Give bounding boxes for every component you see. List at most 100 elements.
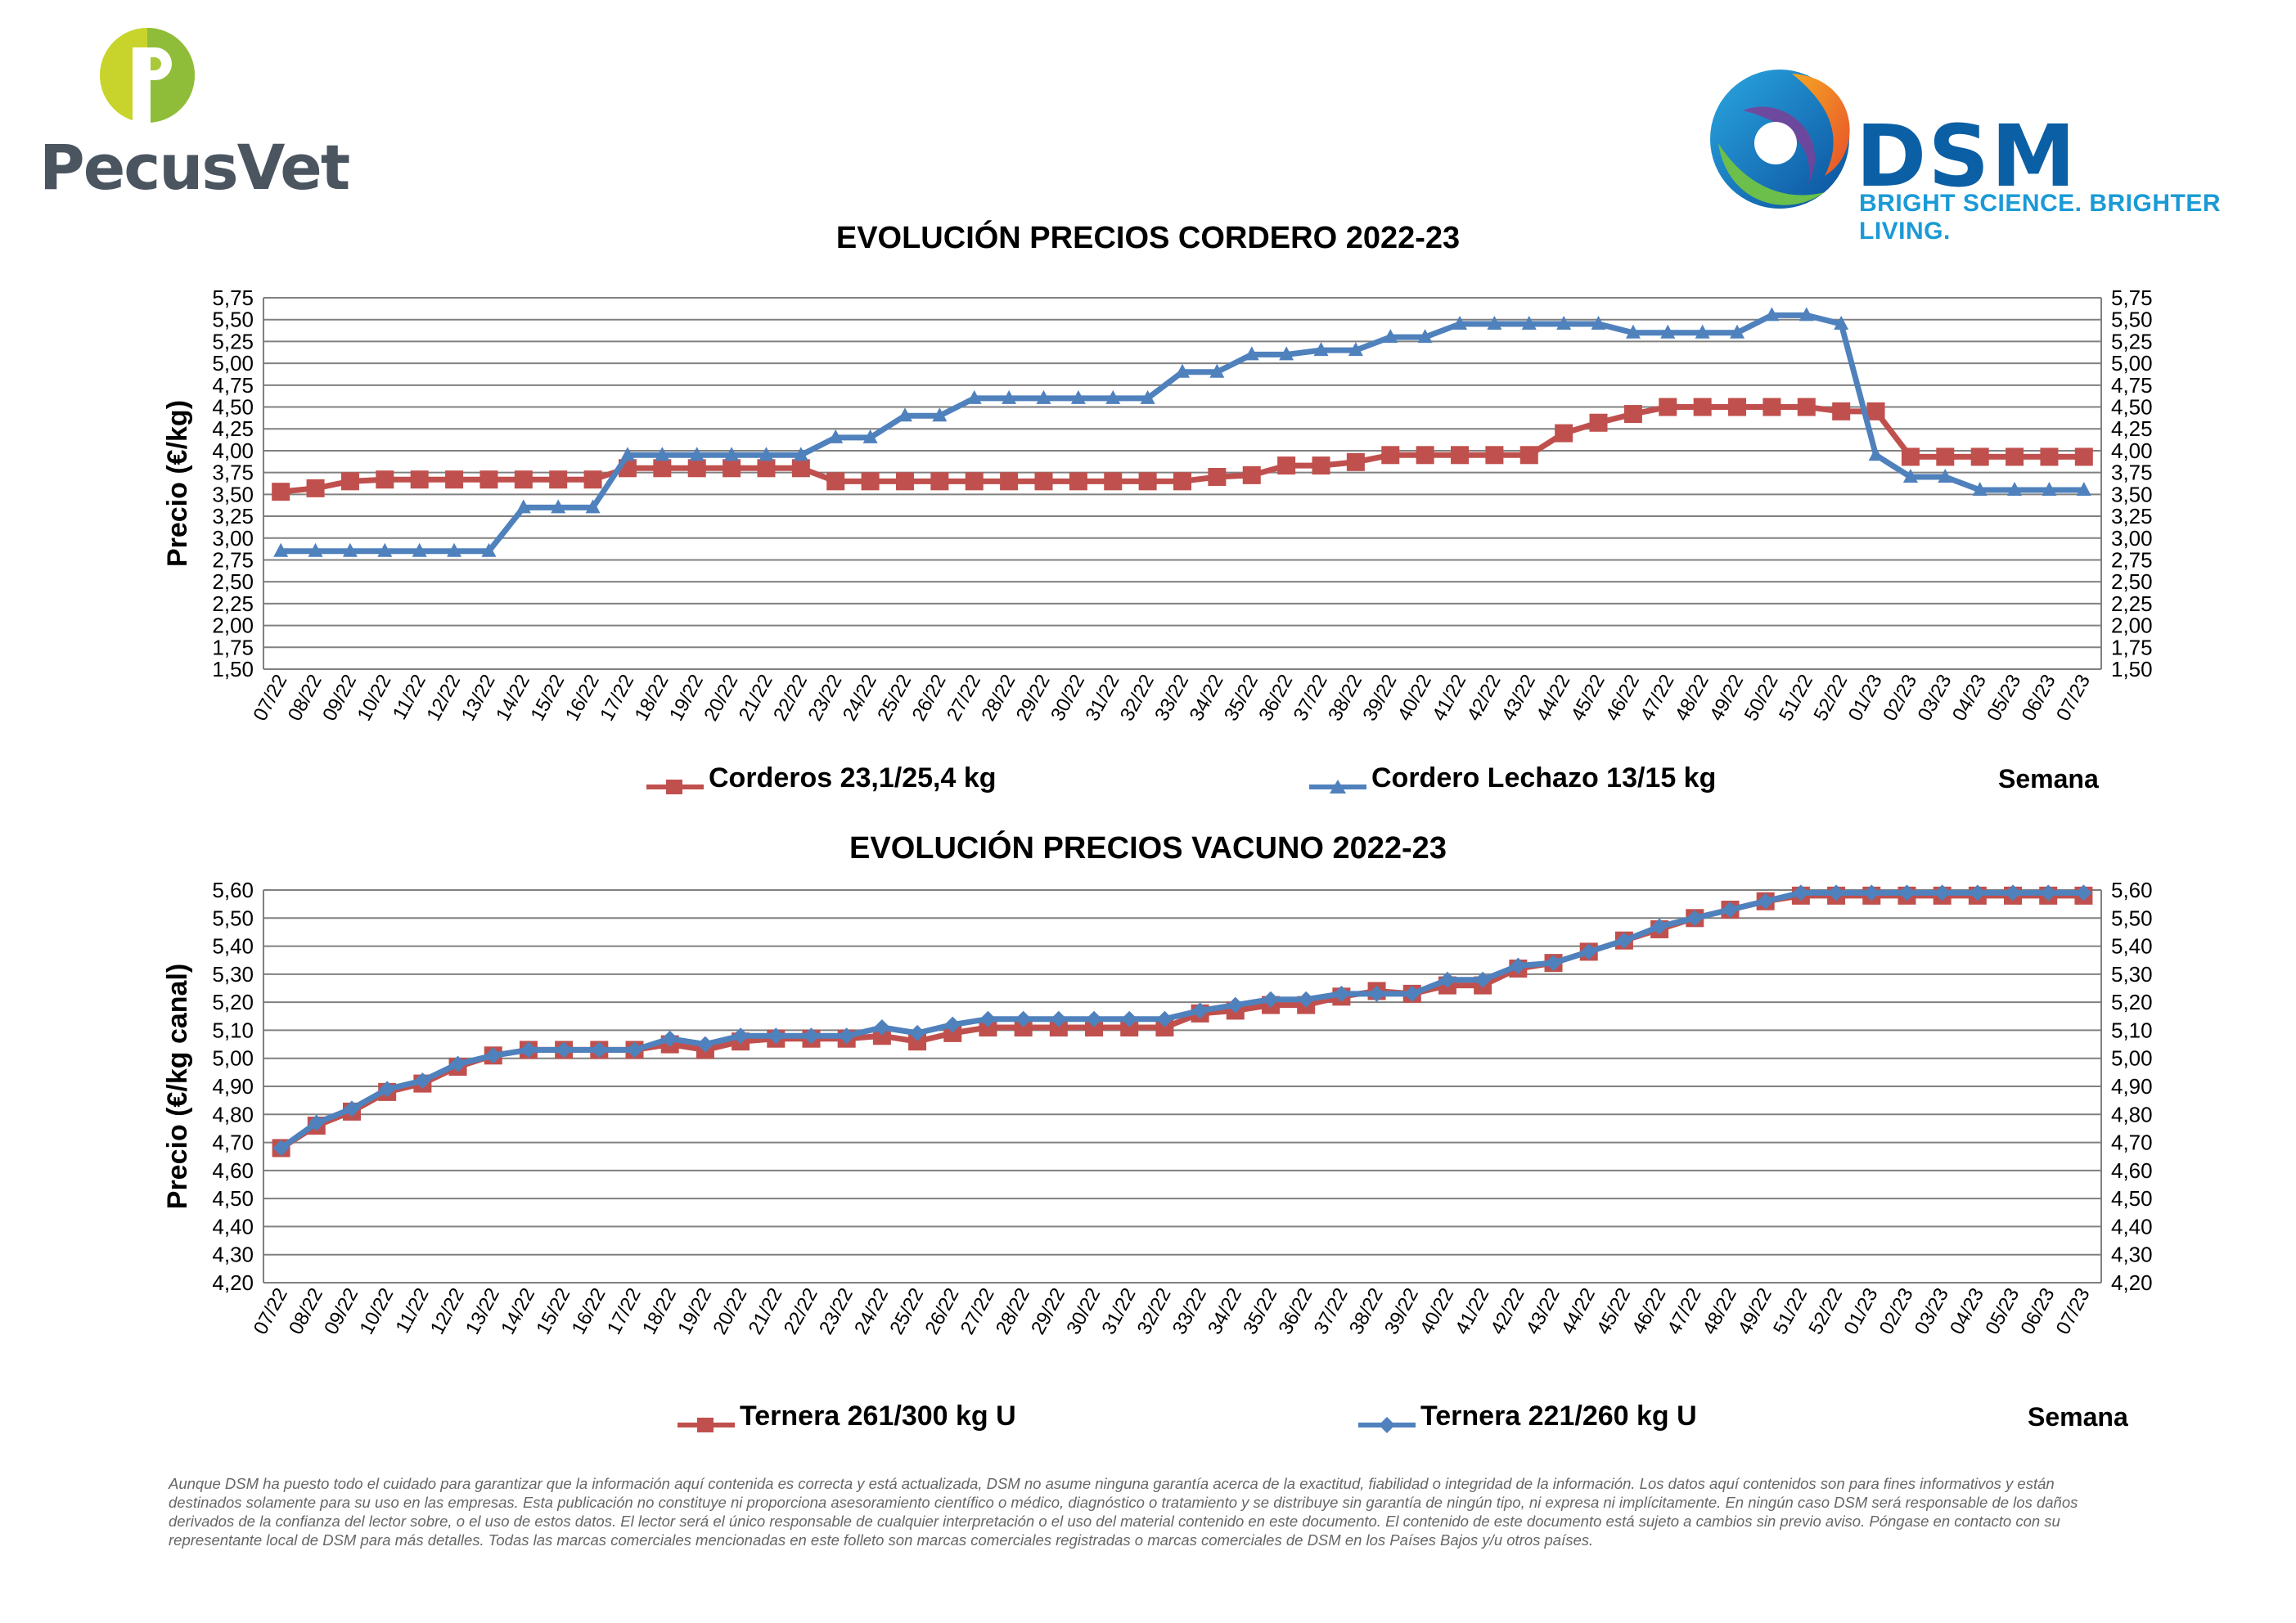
y-tick-label-right: 5,50 [2111, 906, 2153, 930]
data-point-triangle [1244, 346, 1259, 361]
data-point-square [340, 472, 359, 491]
y-tick-label-left: 2,75 [212, 547, 254, 572]
data-point-square [1832, 402, 1851, 420]
data-point-triangle [1348, 342, 1363, 357]
data-point-square [826, 472, 845, 491]
data-point-square [1242, 465, 1261, 484]
data-point-square [1866, 402, 1885, 420]
legend-label-corderos: Corderos 23,1/25,4 kg [709, 762, 997, 794]
data-point-square [1797, 398, 1816, 416]
x-axis-label-vacuno: Semana [2028, 1402, 2128, 1432]
data-point-diamond [979, 1010, 997, 1027]
data-point-square [1014, 1018, 1033, 1036]
y-tick-label-right: 2,00 [2111, 614, 2153, 638]
legend-item-ternera-221: Ternera 221/260 kg U [1358, 1400, 1697, 1433]
chart-title-cordero: EVOLUCIÓN PRECIOS CORDERO 2022-23 [835, 221, 1461, 255]
data-point-square [723, 459, 741, 478]
data-point-diamond [1615, 932, 1632, 949]
data-point-diamond [1686, 910, 1704, 927]
data-point-diamond [1969, 884, 1986, 901]
data-point-diamond [1438, 971, 1456, 988]
data-point-triangle [724, 447, 740, 461]
y-tick-label-right: 4,90 [2111, 1074, 2153, 1099]
y-tick-label-left: 4,50 [212, 395, 254, 420]
x-tick-label: 03/23 [1911, 1284, 1953, 1338]
y-tick-label-left: 2,50 [212, 569, 254, 594]
data-point-triangle [1938, 468, 1953, 483]
y-tick-label-right: 5,00 [2111, 1046, 2153, 1071]
x-tick-label: 15/22 [532, 1284, 574, 1338]
data-point-diamond [1403, 985, 1420, 1002]
x-tick-label: 51/22 [1769, 1284, 1812, 1338]
dsm-tagline: BRIGHT SCIENCE. BRIGHTER LIVING. [1859, 190, 2222, 245]
y-tick-label-left: 5,25 [212, 329, 254, 353]
y-tick-label-left: 5,60 [212, 878, 254, 902]
x-tick-label: 35/22 [1239, 1284, 1281, 1338]
x-tick-label: 16/22 [568, 1284, 610, 1338]
data-point-triangle [2007, 482, 2023, 497]
y-tick-label-right: 4,75 [2111, 373, 2153, 398]
y-tick-label-right: 2,25 [2111, 591, 2153, 616]
data-point-diamond [1298, 991, 1315, 1008]
x-tick-label: 28/22 [992, 1284, 1034, 1338]
x-tick-label: 26/22 [921, 1284, 964, 1338]
series-line-1 [279, 889, 2084, 1151]
data-point-diamond [944, 1016, 961, 1033]
x-tick-label: 21/22 [745, 1284, 787, 1338]
data-point-square [1312, 456, 1330, 475]
x-tick-label: 22/22 [780, 1284, 822, 1338]
data-point-square [861, 472, 880, 491]
legend-swatch-corderos [646, 771, 704, 794]
data-point-square [1485, 446, 1504, 465]
y-tick-label-right: 5,50 [2111, 308, 2153, 332]
data-point-square [1346, 452, 1365, 471]
y-tick-label-right: 4,30 [2111, 1243, 2153, 1267]
y-tick-label-right: 3,50 [2111, 482, 2153, 506]
data-point-square [1155, 1018, 1174, 1036]
data-point-triangle [2076, 482, 2091, 497]
data-point-square [549, 470, 568, 489]
data-point-square [410, 470, 429, 489]
y-tick-label-right: 5,40 [2111, 934, 2153, 959]
data-point-triangle [1695, 324, 1710, 339]
y-tick-label-right: 3,00 [2111, 526, 2153, 551]
x-tick-label: 20/22 [709, 1284, 751, 1338]
y-tick-label-left: 4,75 [212, 373, 254, 398]
data-point-triangle [481, 542, 497, 557]
x-tick-label: 37/22 [1310, 1284, 1353, 1338]
y-tick-label-right: 4,60 [2111, 1158, 2153, 1183]
x-tick-label: 34/22 [1204, 1284, 1246, 1338]
disclaimer-text: Aunque DSM ha puesto todo el cuidado par… [169, 1475, 2078, 1549]
data-point-triangle [412, 542, 427, 557]
data-point-square [653, 459, 672, 478]
dsm-logo [1710, 70, 1850, 209]
x-tick-label: 14/22 [497, 1284, 539, 1338]
y-tick-label-left: 5,30 [212, 962, 254, 987]
data-point-triangle [897, 407, 912, 422]
data-point-triangle [342, 542, 358, 557]
x-tick-label: 19/22 [673, 1284, 716, 1338]
data-point-diamond [661, 1030, 678, 1047]
data-point-triangle [689, 447, 705, 461]
y-tick-label-right: 4,80 [2111, 1102, 2153, 1126]
data-point-square [1763, 398, 1781, 416]
y-tick-label-right: 5,60 [2111, 878, 2153, 902]
data-point-diamond [1086, 1010, 1103, 1027]
x-tick-label: 08/22 [285, 1284, 327, 1338]
data-point-diamond [1121, 1010, 1138, 1027]
data-point-square [1034, 472, 1053, 491]
y-tick-label-left: 5,20 [212, 990, 254, 1014]
data-point-diamond [449, 1055, 466, 1072]
data-point-diamond [484, 1047, 502, 1064]
data-point-diamond [272, 1140, 290, 1157]
y-tick-label-left: 5,00 [212, 351, 254, 375]
y-tick-label-left: 4,40 [212, 1214, 254, 1239]
data-point-diamond [1333, 985, 1350, 1002]
legend-swatch-ternera-261 [678, 1409, 735, 1432]
x-tick-label: 33/22 [1168, 1284, 1211, 1338]
data-point-square [1589, 413, 1608, 432]
x-axis-label-cordero: Semana [1998, 764, 2099, 794]
x-tick-label: 44/22 [1557, 1284, 1600, 1338]
x-tick-label: 18/22 [638, 1284, 681, 1338]
data-point-triangle [2042, 482, 2057, 497]
